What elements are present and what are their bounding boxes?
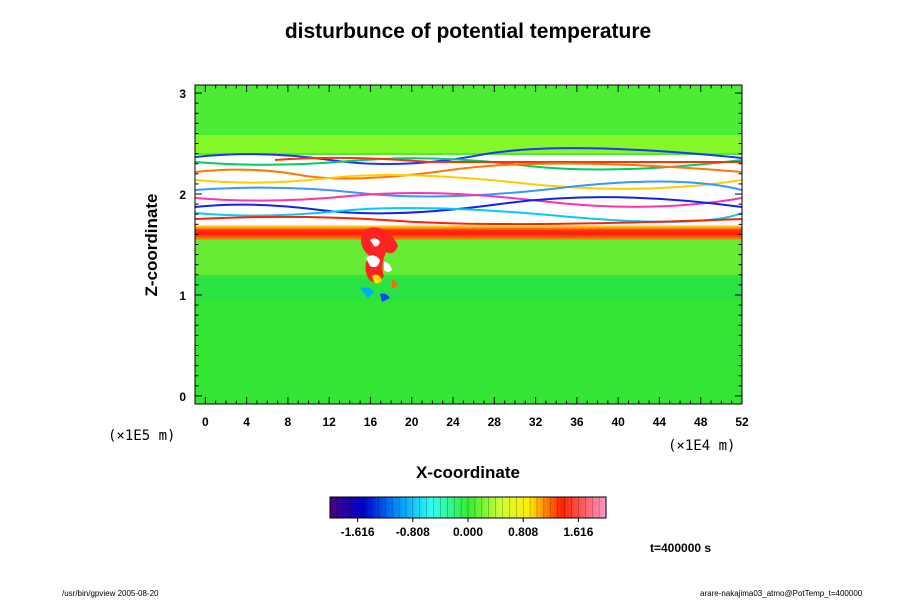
convective-plume — [360, 227, 398, 302]
plot-area — [195, 85, 742, 404]
y-tick-label: 1 — [179, 289, 186, 303]
x-tick-label: 48 — [694, 415, 708, 429]
colorbar-divisions — [336, 497, 600, 518]
x-unit-label: (×1E4 m) — [668, 438, 735, 454]
time-label: t=400000 s — [650, 541, 711, 555]
colorbar-ticks: -1.616 -0.808 0.000 0.808 1.616 — [341, 518, 594, 539]
mid-layer — [195, 278, 742, 300]
x-tick-label: 52 — [735, 415, 749, 429]
colorbar-tick-label: -0.808 — [396, 525, 430, 539]
warm-layer — [195, 225, 742, 240]
footer-right: arare-nakajima03_atmo@PotTemp_t=400000 — [700, 589, 863, 598]
y-tick-label: 3 — [179, 87, 186, 101]
x-axis: 0 4 8 12 16 20 24 28 32 36 40 44 48 52 — [194, 85, 749, 429]
x-tick-label: 20 — [405, 415, 419, 429]
colorbar-tick-label: 1.616 — [563, 525, 593, 539]
saturated-contour-lines — [195, 147, 742, 226]
x-tick-label: 28 — [488, 415, 502, 429]
x-tick-label: 40 — [611, 415, 625, 429]
colorbar: -1.616 -0.808 0.000 0.808 1.616 — [329, 496, 607, 539]
footer-left: /usr/bin/gpview 2005-08-20 — [62, 589, 159, 598]
x-tick-label: 4 — [243, 415, 250, 429]
x-tick-label: 16 — [364, 415, 378, 429]
y-axis-title: Z-coordinate — [142, 194, 161, 297]
below-warm-layer — [195, 240, 742, 275]
x-axis-title: X-coordinate — [416, 463, 520, 482]
y-tick-label: 0 — [179, 390, 186, 404]
colorbar-tick-label: -1.616 — [341, 525, 375, 539]
x-tick-label: 12 — [322, 415, 336, 429]
x-tick-label: 24 — [446, 415, 460, 429]
y-tick-label: 2 — [179, 188, 186, 202]
x-tick-label: 8 — [285, 415, 292, 429]
x-tick-label: 36 — [570, 415, 584, 429]
x-tick-label: 44 — [653, 415, 667, 429]
y-unit-label: (×1E5 m) — [108, 428, 175, 444]
x-tick-label: 0 — [202, 415, 209, 429]
y-axis: 0 1 2 3 — [179, 87, 742, 404]
colorbar-tick-label: 0.808 — [508, 525, 538, 539]
x-tick-label: 32 — [529, 415, 543, 429]
colorbar-tick-label: 0.000 — [453, 525, 483, 539]
chart-title: disturbunce of potential temperature — [285, 20, 651, 43]
